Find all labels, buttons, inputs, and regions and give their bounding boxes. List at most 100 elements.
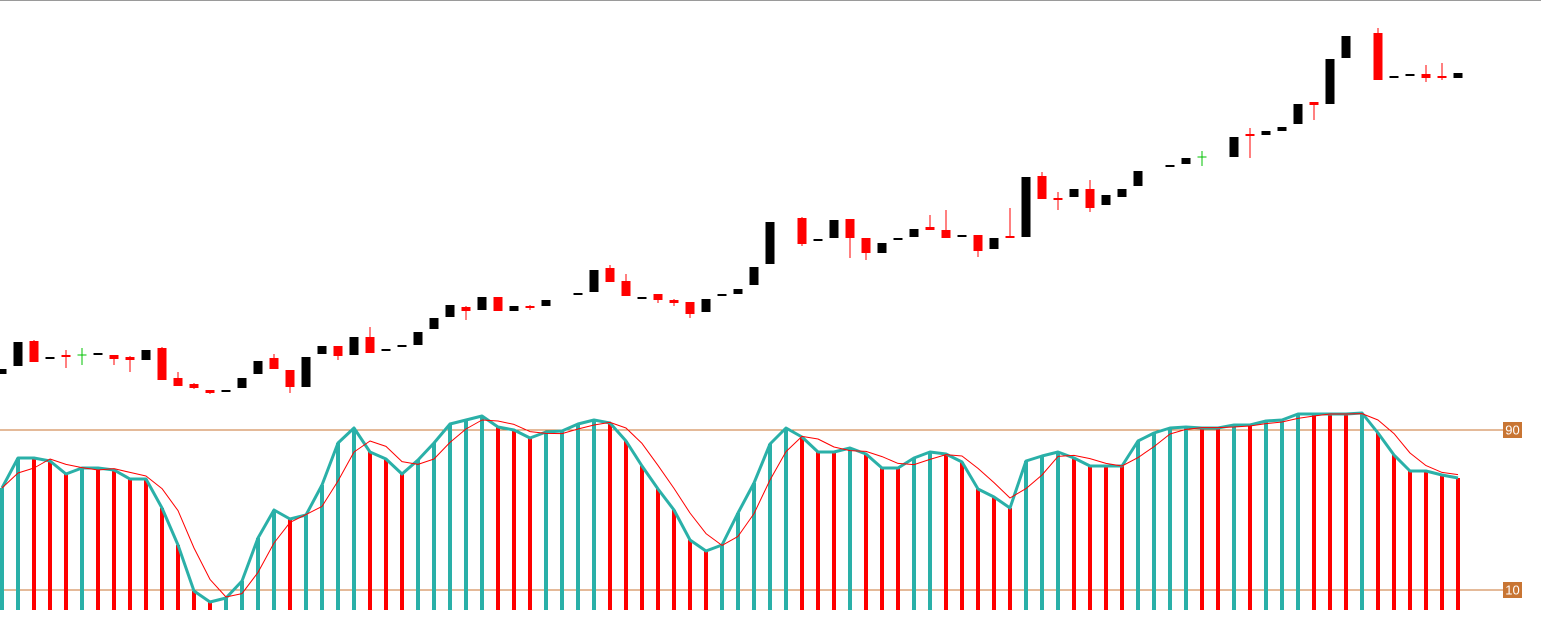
- candle-body: [253, 361, 263, 374]
- candle-body: [429, 318, 439, 329]
- candle-body: [0, 369, 7, 374]
- oscillator-bar: [1248, 425, 1252, 610]
- oscillator-bar: [1024, 461, 1028, 610]
- candle-body: [477, 297, 487, 310]
- candle-body: [1069, 189, 1079, 197]
- oscillator-bar: [816, 452, 820, 610]
- oscillator-bar: [352, 428, 356, 610]
- oscillator-bar: [224, 598, 228, 610]
- candle-body: [269, 358, 279, 369]
- candle-body: [941, 230, 951, 238]
- oscillator-bar: [1424, 471, 1428, 610]
- oscillator-bar: [1280, 420, 1284, 610]
- candle-body: [381, 349, 391, 351]
- candle-body: [1005, 236, 1015, 238]
- oscillator-bar: [624, 441, 628, 610]
- oscillator-bar: [80, 468, 84, 610]
- oscillator-bar: [640, 466, 644, 610]
- oscillator-bar: [256, 538, 260, 610]
- candle-body: [29, 341, 39, 362]
- oscillator-bar: [848, 448, 852, 610]
- candle-body: [1229, 137, 1239, 157]
- candle-body: [1293, 104, 1303, 124]
- candle-body: [1117, 189, 1127, 197]
- oscillator-bar: [1408, 471, 1412, 610]
- oscillator-bar: [160, 508, 164, 610]
- oscillator-bar: [432, 443, 436, 610]
- candle-body: [93, 353, 103, 355]
- oscillator-bar: [704, 551, 708, 610]
- oscillator-bar: [736, 513, 740, 610]
- candle-body: [445, 305, 455, 317]
- candle-body: [349, 337, 359, 355]
- oscillator-bar: [336, 443, 340, 610]
- candle-body: [1245, 134, 1255, 136]
- oscillator-bar: [1440, 475, 1444, 610]
- oscillator-bar: [368, 452, 372, 610]
- candle-body: [541, 300, 551, 306]
- oscillator-bar: [784, 428, 788, 610]
- oscillator-bar: [1040, 456, 1044, 610]
- oscillator-bar: [144, 479, 148, 610]
- candle-body: [1341, 36, 1351, 58]
- oscillator-bar: [1104, 466, 1108, 610]
- candle-body: [637, 297, 647, 299]
- candle-body: [1261, 131, 1271, 135]
- oscillator-bar: [288, 519, 292, 610]
- oscillator-bar: [272, 510, 276, 610]
- candle-body: [733, 289, 743, 294]
- candle-body: [301, 357, 311, 387]
- oscillator-bar: [608, 423, 612, 610]
- oscillator-bar: [1376, 433, 1380, 610]
- candle-body: [861, 238, 871, 253]
- candle-body: [957, 235, 967, 237]
- level-label-box: [1503, 422, 1522, 438]
- candle-body: [1325, 59, 1335, 104]
- candle-body: [1277, 127, 1287, 131]
- signal-line: [1, 413, 1459, 598]
- candle-body: [621, 281, 631, 296]
- oscillator-bar: [448, 424, 452, 610]
- candle-body: [285, 370, 295, 387]
- candle-body: [925, 227, 935, 230]
- candle-body: [61, 355, 71, 357]
- candle-body: [509, 306, 519, 311]
- oscillator-bar: [128, 479, 132, 610]
- candle-body: [13, 342, 23, 366]
- oscillator-bar: [928, 452, 932, 610]
- oscillator-bar: [1008, 508, 1012, 610]
- oscillator-bar: [176, 545, 180, 610]
- candle-body: [1373, 33, 1383, 80]
- oscillator-bar: [880, 468, 884, 610]
- oscillator-bar: [992, 497, 996, 610]
- candle-body: [989, 238, 999, 249]
- oscillator-bar: [1120, 466, 1124, 610]
- oscillator-bar: [1200, 428, 1204, 610]
- oscillator-bar: [864, 454, 868, 610]
- candle-body: [365, 337, 375, 353]
- oscillator-bar: [1344, 414, 1348, 610]
- candle-body: [1085, 189, 1095, 208]
- candle-body: [189, 384, 199, 388]
- candle-body: [1421, 74, 1431, 78]
- oscillator-bar: [688, 540, 692, 610]
- candle-body: [701, 299, 711, 312]
- candle-body: [669, 300, 679, 303]
- oscillator-bar: [400, 474, 404, 610]
- oscillator-bar: [752, 483, 756, 610]
- candle-body: [205, 390, 215, 393]
- candle-body: [1133, 171, 1143, 186]
- oscillator-bar: [1056, 452, 1060, 610]
- oscillator-bar: [944, 454, 948, 610]
- candle-body: [1101, 195, 1111, 205]
- oscillator-bar: [800, 437, 804, 610]
- oscillator-bar: [720, 545, 724, 610]
- oscillator-bar: [384, 459, 388, 610]
- oscillator-bar: [1232, 425, 1236, 610]
- candle-body: [749, 267, 759, 285]
- oscillator-bar: [656, 489, 660, 610]
- oscillator-bar: [304, 515, 308, 610]
- candle-body: [845, 219, 855, 238]
- candle-body: [237, 378, 247, 388]
